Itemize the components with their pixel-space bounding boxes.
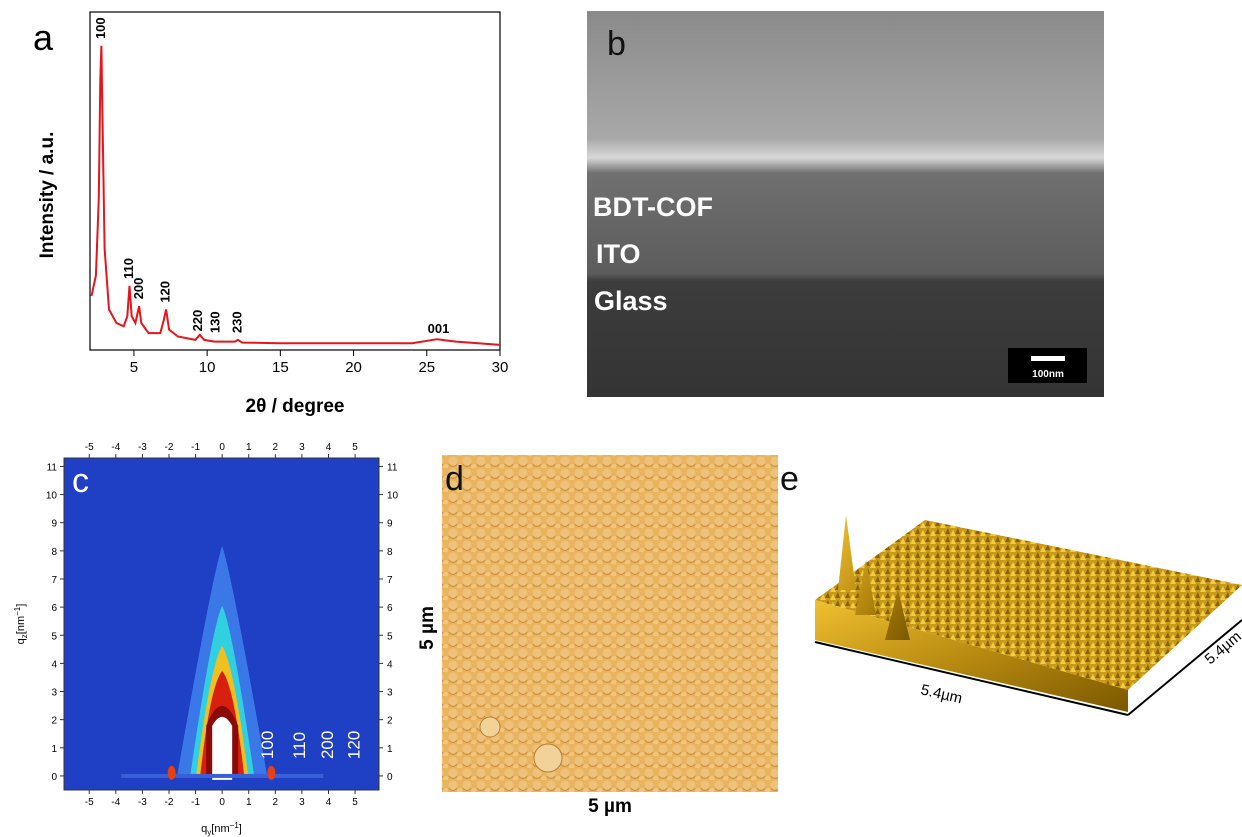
x-tick-label-top: 3: [299, 442, 305, 453]
peak-label: 130: [207, 311, 222, 333]
x-tick-label-top: 4: [326, 442, 332, 453]
x-tick-label-top: 1: [246, 442, 252, 453]
label-part: ]: [239, 823, 242, 835]
label-part: ]: [15, 604, 27, 607]
x-tick-label: -1: [191, 797, 200, 808]
label-part: [nm: [211, 823, 229, 835]
y-tick-label: 7: [51, 575, 57, 586]
peak-label: 200: [131, 278, 146, 300]
x-tick-label-top: -4: [111, 442, 120, 453]
x-tick-label: 5: [130, 359, 138, 376]
y-tick-label: 1: [51, 744, 57, 755]
y-tick-label: 6: [51, 603, 57, 614]
x-tick-label: 20: [345, 359, 362, 376]
panel-letter: a: [33, 17, 54, 58]
y-tick-label-right: 10: [387, 491, 399, 502]
peak-label: 200: [318, 731, 337, 759]
y-tick-label: 0: [51, 772, 57, 783]
y-tick-label-right: 5: [387, 631, 393, 642]
y-tick-label-right: 3: [387, 688, 393, 699]
y-tick-label-right: 6: [387, 603, 393, 614]
layer-label: Glass: [594, 286, 668, 316]
horizon: [121, 774, 323, 778]
x-tick-label: 10: [199, 359, 216, 376]
x-tick-label: 2: [273, 797, 279, 808]
y-tick-label-right: 11: [387, 462, 398, 473]
x-axis-label: 5 µm: [588, 796, 632, 817]
layer-label: ITO: [596, 239, 641, 269]
y-tick-label: 2: [51, 716, 57, 727]
x-axis-label: qy[nm−1]: [201, 821, 242, 837]
peak-label: 110: [121, 258, 136, 279]
x-tick-label: -4: [111, 797, 120, 808]
afm-image: [442, 455, 778, 792]
panel-letter: e: [780, 460, 799, 498]
y-axis-label: 5 µm: [417, 606, 438, 650]
y-tick-label: 8: [51, 547, 57, 558]
layer-label: BDT-COF: [593, 192, 713, 222]
x-tick-label: 30: [492, 359, 509, 376]
scale-bar: [1031, 356, 1065, 361]
x-tick-label: 1: [246, 797, 252, 808]
x-tick-label-top: -5: [85, 442, 94, 453]
x-tick-label: -5: [85, 797, 94, 808]
peak-label: 100: [258, 731, 277, 759]
y-tick-label-right: 7: [387, 575, 393, 586]
panel-letter: b: [607, 25, 626, 63]
x-tick-label: 4: [326, 797, 332, 808]
y-tick-label-right: 9: [387, 519, 393, 530]
y-tick-label: 5: [51, 631, 57, 642]
y-tick-label: 9: [51, 519, 57, 530]
x-tick-label: 25: [418, 359, 435, 376]
bragg-spot: [168, 766, 176, 780]
x-axis-label: 2θ / degree: [246, 396, 345, 417]
x-tick-label: 15: [272, 359, 289, 376]
particle: [534, 744, 562, 772]
x-tick-label: -2: [165, 797, 174, 808]
y-axis-label: qz[nm−1]: [13, 604, 29, 645]
x-axis-label: 5.4µm: [919, 681, 964, 707]
peak-label: 230: [229, 311, 244, 333]
y-tick-label-right: 2: [387, 716, 393, 727]
figure: b BDT-COF ITO Glass 100nm d 5 µm 5 µm e …: [0, 0, 1242, 837]
x-tick-label-top: 0: [219, 442, 225, 453]
x-tick-label: 0: [219, 797, 225, 808]
panel-letter: d: [445, 460, 464, 498]
peak-label: 110: [290, 732, 309, 759]
x-tick-label-top: -2: [165, 442, 174, 453]
particle: [480, 717, 500, 737]
y-tick-label-right: 4: [387, 659, 393, 670]
x-tick-label: 5: [352, 797, 358, 808]
y-tick-label-right: 1: [387, 744, 393, 755]
x-tick-label-top: 5: [352, 442, 358, 453]
beam-stop: [212, 717, 232, 780]
label-part: [nm: [15, 616, 27, 634]
y-tick-label: 10: [46, 491, 58, 502]
y-tick-label: 3: [51, 688, 57, 699]
xrd-curve: [92, 46, 501, 345]
peak-label: 001: [428, 321, 450, 336]
bragg-spot: [267, 766, 275, 780]
peak-label: 120: [158, 281, 173, 303]
y-tick-label-right: 8: [387, 547, 393, 558]
x-tick-label-top: 2: [273, 442, 279, 453]
x-tick-label: -3: [138, 797, 147, 808]
peak-label: 120: [345, 731, 364, 759]
x-tick-label-top: -3: [138, 442, 147, 453]
y-tick-label: 4: [51, 659, 57, 670]
x-tick-label: 3: [299, 797, 305, 808]
x-tick-label-top: -1: [191, 442, 200, 453]
peak-label: 220: [190, 310, 205, 332]
plot-frame: [90, 12, 500, 350]
scale-bar-label: 100nm: [1032, 369, 1064, 380]
y-tick-label: 11: [47, 462, 58, 473]
y-tick-label-right: 0: [387, 772, 393, 783]
peak-label: 100: [93, 17, 108, 39]
panel-letter: c: [72, 462, 89, 500]
y-axis-label: Intensity / a.u.: [37, 132, 58, 259]
